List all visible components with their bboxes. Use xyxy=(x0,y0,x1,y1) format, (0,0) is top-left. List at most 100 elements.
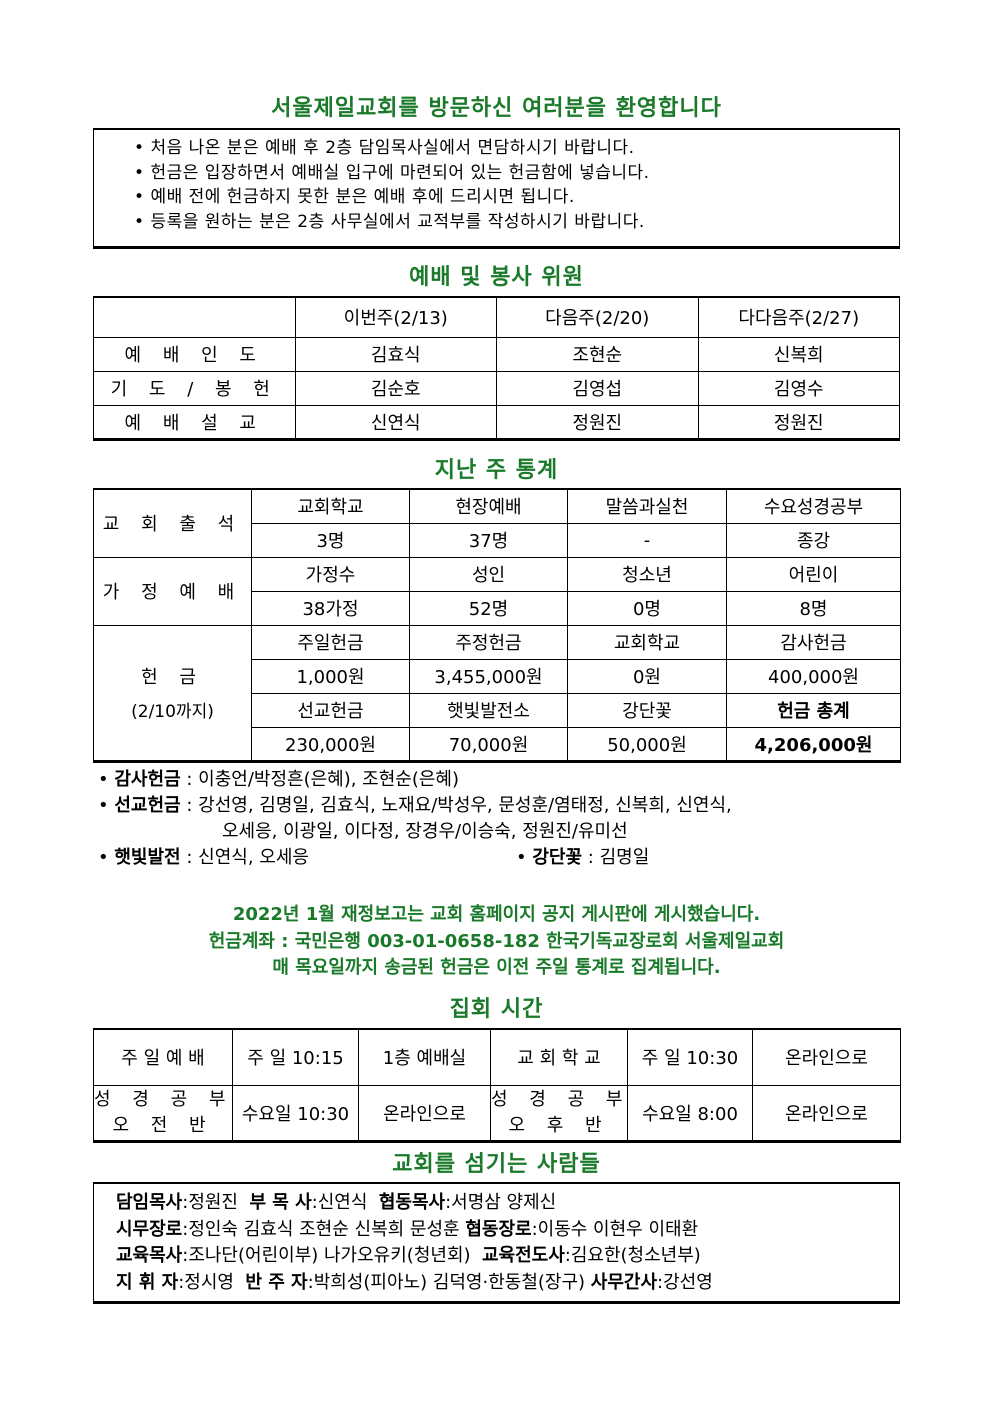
staff-role: 사무간사 xyxy=(590,1271,658,1293)
header-cell: 말씀과실천 xyxy=(567,488,727,524)
note-line: • 감사헌금 : 이충언/박정흔(은혜), 조현순(은혜) xyxy=(98,769,460,790)
meeting-cell: 수요일 10:30 xyxy=(232,1084,359,1142)
header-cell: 성인 xyxy=(409,556,568,592)
meeting-cell: 교 회 학 교 xyxy=(490,1028,628,1086)
staff-names: :정인숙 김효식 조현순 신복희 문성훈 xyxy=(182,1218,466,1240)
staff-names: :김요한(청소년부) xyxy=(564,1245,701,1266)
staff-role: 교육전도사 xyxy=(481,1245,565,1266)
staff-names: :이동수 이현우 이태환 xyxy=(531,1218,699,1240)
table-row: 38가정 52명 0명 8명 xyxy=(94,590,901,626)
announcements: 2022년 1월 재정보고는 교회 홈페이지 공지 게시판에 게시했습니다. 헌… xyxy=(93,902,900,982)
welcome-item: 등록을 원하는 분은 2층 사무실에서 교적부를 작성하시기 바랍니다. xyxy=(134,210,899,235)
cell: 70,000원 xyxy=(409,726,568,762)
staff-role: 협동목사 xyxy=(378,1192,446,1213)
header-cell: 주정헌금 xyxy=(409,624,568,660)
offering-label: 헌 금 xyxy=(141,667,204,688)
table-row: 230,000원 70,000원 50,000원 4,206,000원 xyxy=(94,726,901,762)
meeting-cell-line: 오 후 반 xyxy=(508,1114,610,1136)
meeting-cell: 주 일 10:30 xyxy=(627,1028,753,1086)
row-label: 교 회 출 석 xyxy=(93,488,252,558)
meetings-title: 집회 시간 xyxy=(449,997,544,1022)
cell: 1,000원 xyxy=(251,658,410,694)
staff-line: 교육목사:조나단(어린이부) 나가오유키(청년회) 교육전도사:김요한(청소년부… xyxy=(116,1243,899,1270)
staff-line: 시무장로:정인숙 김효식 조현순 신복희 문성훈 협동장로:이동수 이현우 이태… xyxy=(116,1217,899,1244)
header-cell: 주일헌금 xyxy=(251,624,410,660)
cell: 정원진 xyxy=(496,404,699,440)
header-cell: 헌금 총계 xyxy=(726,692,901,728)
cell: 50,000원 xyxy=(567,726,727,762)
cell: 종강 xyxy=(726,522,901,558)
meeting-cell-line: 성 경 공 부 xyxy=(94,1088,234,1110)
table-row: 예 배 인 도 김효식 조현순 신복희 xyxy=(93,336,900,372)
note-label: 감사헌금 xyxy=(114,769,181,790)
header-cell: 수요성경공부 xyxy=(726,488,901,524)
note-label: 강단꽃 xyxy=(532,847,583,868)
table-row: 기 도 / 봉 헌 김순호 김영섭 김영수 xyxy=(93,370,900,406)
note-value: 오세응, 이광일, 이다정, 장경우/이승숙, 정원진/유미선 xyxy=(222,821,628,842)
header-cell: 다음주(2/20) xyxy=(496,296,699,338)
service-title: 예배 및 봉사 위원 xyxy=(409,265,584,290)
separator: : xyxy=(186,795,193,816)
cell: 3명 xyxy=(251,522,410,558)
header-cell: 교회학교 xyxy=(251,488,410,524)
staff-role: 부 목 사 xyxy=(249,1192,312,1213)
table-row: 헌 금 (2/10까지) 주일헌금 주정헌금 교회학교 감사헌금 xyxy=(93,624,901,762)
cell: 신연식 xyxy=(294,404,497,440)
header-cell: 어린이 xyxy=(726,556,901,592)
table-row: 가 정 예 배 가정수 성인 청소년 어린이 xyxy=(93,556,901,626)
announcement: 2022년 1월 재정보고는 교회 홈페이지 공지 게시판에 게시했습니다. xyxy=(232,904,761,925)
meeting-cell-line: 오 전 반 xyxy=(112,1114,214,1136)
cell: 정원진 xyxy=(697,404,900,440)
staff-box: 담임목사:정원진 부 목 사:신연식 협동목사:서명삼 양제신 시무장로:정인숙 … xyxy=(93,1182,900,1304)
header-cell: 교회학교 xyxy=(567,624,727,660)
staff-names: :박희성(피아노) 김덕영·한동철(장구) xyxy=(307,1271,591,1293)
staff-names: :정원진 xyxy=(182,1192,250,1213)
service-table: 이번주(2/13) 다음주(2/20) 다다음주(2/27) 예 배 인 도 김… xyxy=(93,296,900,441)
meeting-cell: 온라인으로 xyxy=(752,1028,901,1086)
header-cell: 가정수 xyxy=(251,556,410,592)
note-value: 신연식, 오세응 xyxy=(198,847,309,868)
table-row: 예 배 설 교 신연식 정원진 정원진 xyxy=(93,404,900,440)
cell: 52명 xyxy=(409,590,568,626)
stats-title: 지난 주 통계 xyxy=(434,458,559,483)
meeting-cell: 주 일 10:15 xyxy=(232,1028,359,1086)
cell: 김효식 xyxy=(294,336,497,372)
total-cell: 4,206,000원 xyxy=(726,726,901,762)
header-cell: 햇빛발전소 xyxy=(409,692,568,728)
note-label: 선교헌금 xyxy=(114,795,181,816)
staff-title: 교회를 섬기는 사람들 xyxy=(392,1152,601,1177)
staff-line: 담임목사:정원진 부 목 사:신연식 협동목사:서명삼 양제신 xyxy=(116,1190,899,1217)
cell: 37명 xyxy=(409,522,568,558)
row-label: 가 정 예 배 xyxy=(93,556,252,626)
welcome-item: 처음 나온 분은 예배 후 2층 담임목사실에서 면담하시기 바랍니다. xyxy=(134,136,899,161)
cell: 신복희 xyxy=(697,336,900,372)
stats-table: 교 회 출 석 교회학교 현장예배 말씀과실천 수요성경공부 3명 37명 - … xyxy=(93,488,901,763)
note-value: 강선영, 김명일, 김효식, 노재요/박성우, 문성훈/염태정, 신복희, 신연… xyxy=(198,795,732,816)
welcome-item: 헌금은 입장하면서 예배실 입구에 마련되어 있는 헌금함에 넣습니다. xyxy=(134,161,899,186)
separator: : xyxy=(186,847,193,868)
offering-sublabel: (2/10까지) xyxy=(131,702,214,722)
meeting-cell: 수요일 8:00 xyxy=(627,1084,753,1142)
staff-role: 시무장로 xyxy=(116,1218,183,1240)
header-cell: 이번주(2/13) xyxy=(294,296,497,338)
announcement: 매 목요일까지 송금된 헌금은 이전 주일 통계로 집계됩니다. xyxy=(272,957,721,978)
header-cell: 선교헌금 xyxy=(251,692,410,728)
header-cell: 청소년 xyxy=(567,556,727,592)
cell: 김순호 xyxy=(294,370,497,406)
separator: : xyxy=(587,847,594,868)
note-value: 이충언/박정흔(은혜), 조현순(은혜) xyxy=(198,769,460,790)
welcome-box: 처음 나온 분은 예배 후 2층 담임목사실에서 면담하시기 바랍니다. 헌금은… xyxy=(93,128,900,249)
staff-names: :정시영 xyxy=(178,1271,246,1293)
cell: 0원 xyxy=(567,658,727,694)
meeting-cell: 온라인으로 xyxy=(752,1084,901,1142)
table-row: 교 회 출 석 교회학교 현장예배 말씀과실천 수요성경공부 xyxy=(93,488,901,558)
note-label: 햇빛발전 xyxy=(114,847,181,868)
cell: 38가정 xyxy=(251,590,410,626)
meeting-cell: 주 일 예 배 xyxy=(93,1028,233,1086)
cell: 8명 xyxy=(726,590,901,626)
